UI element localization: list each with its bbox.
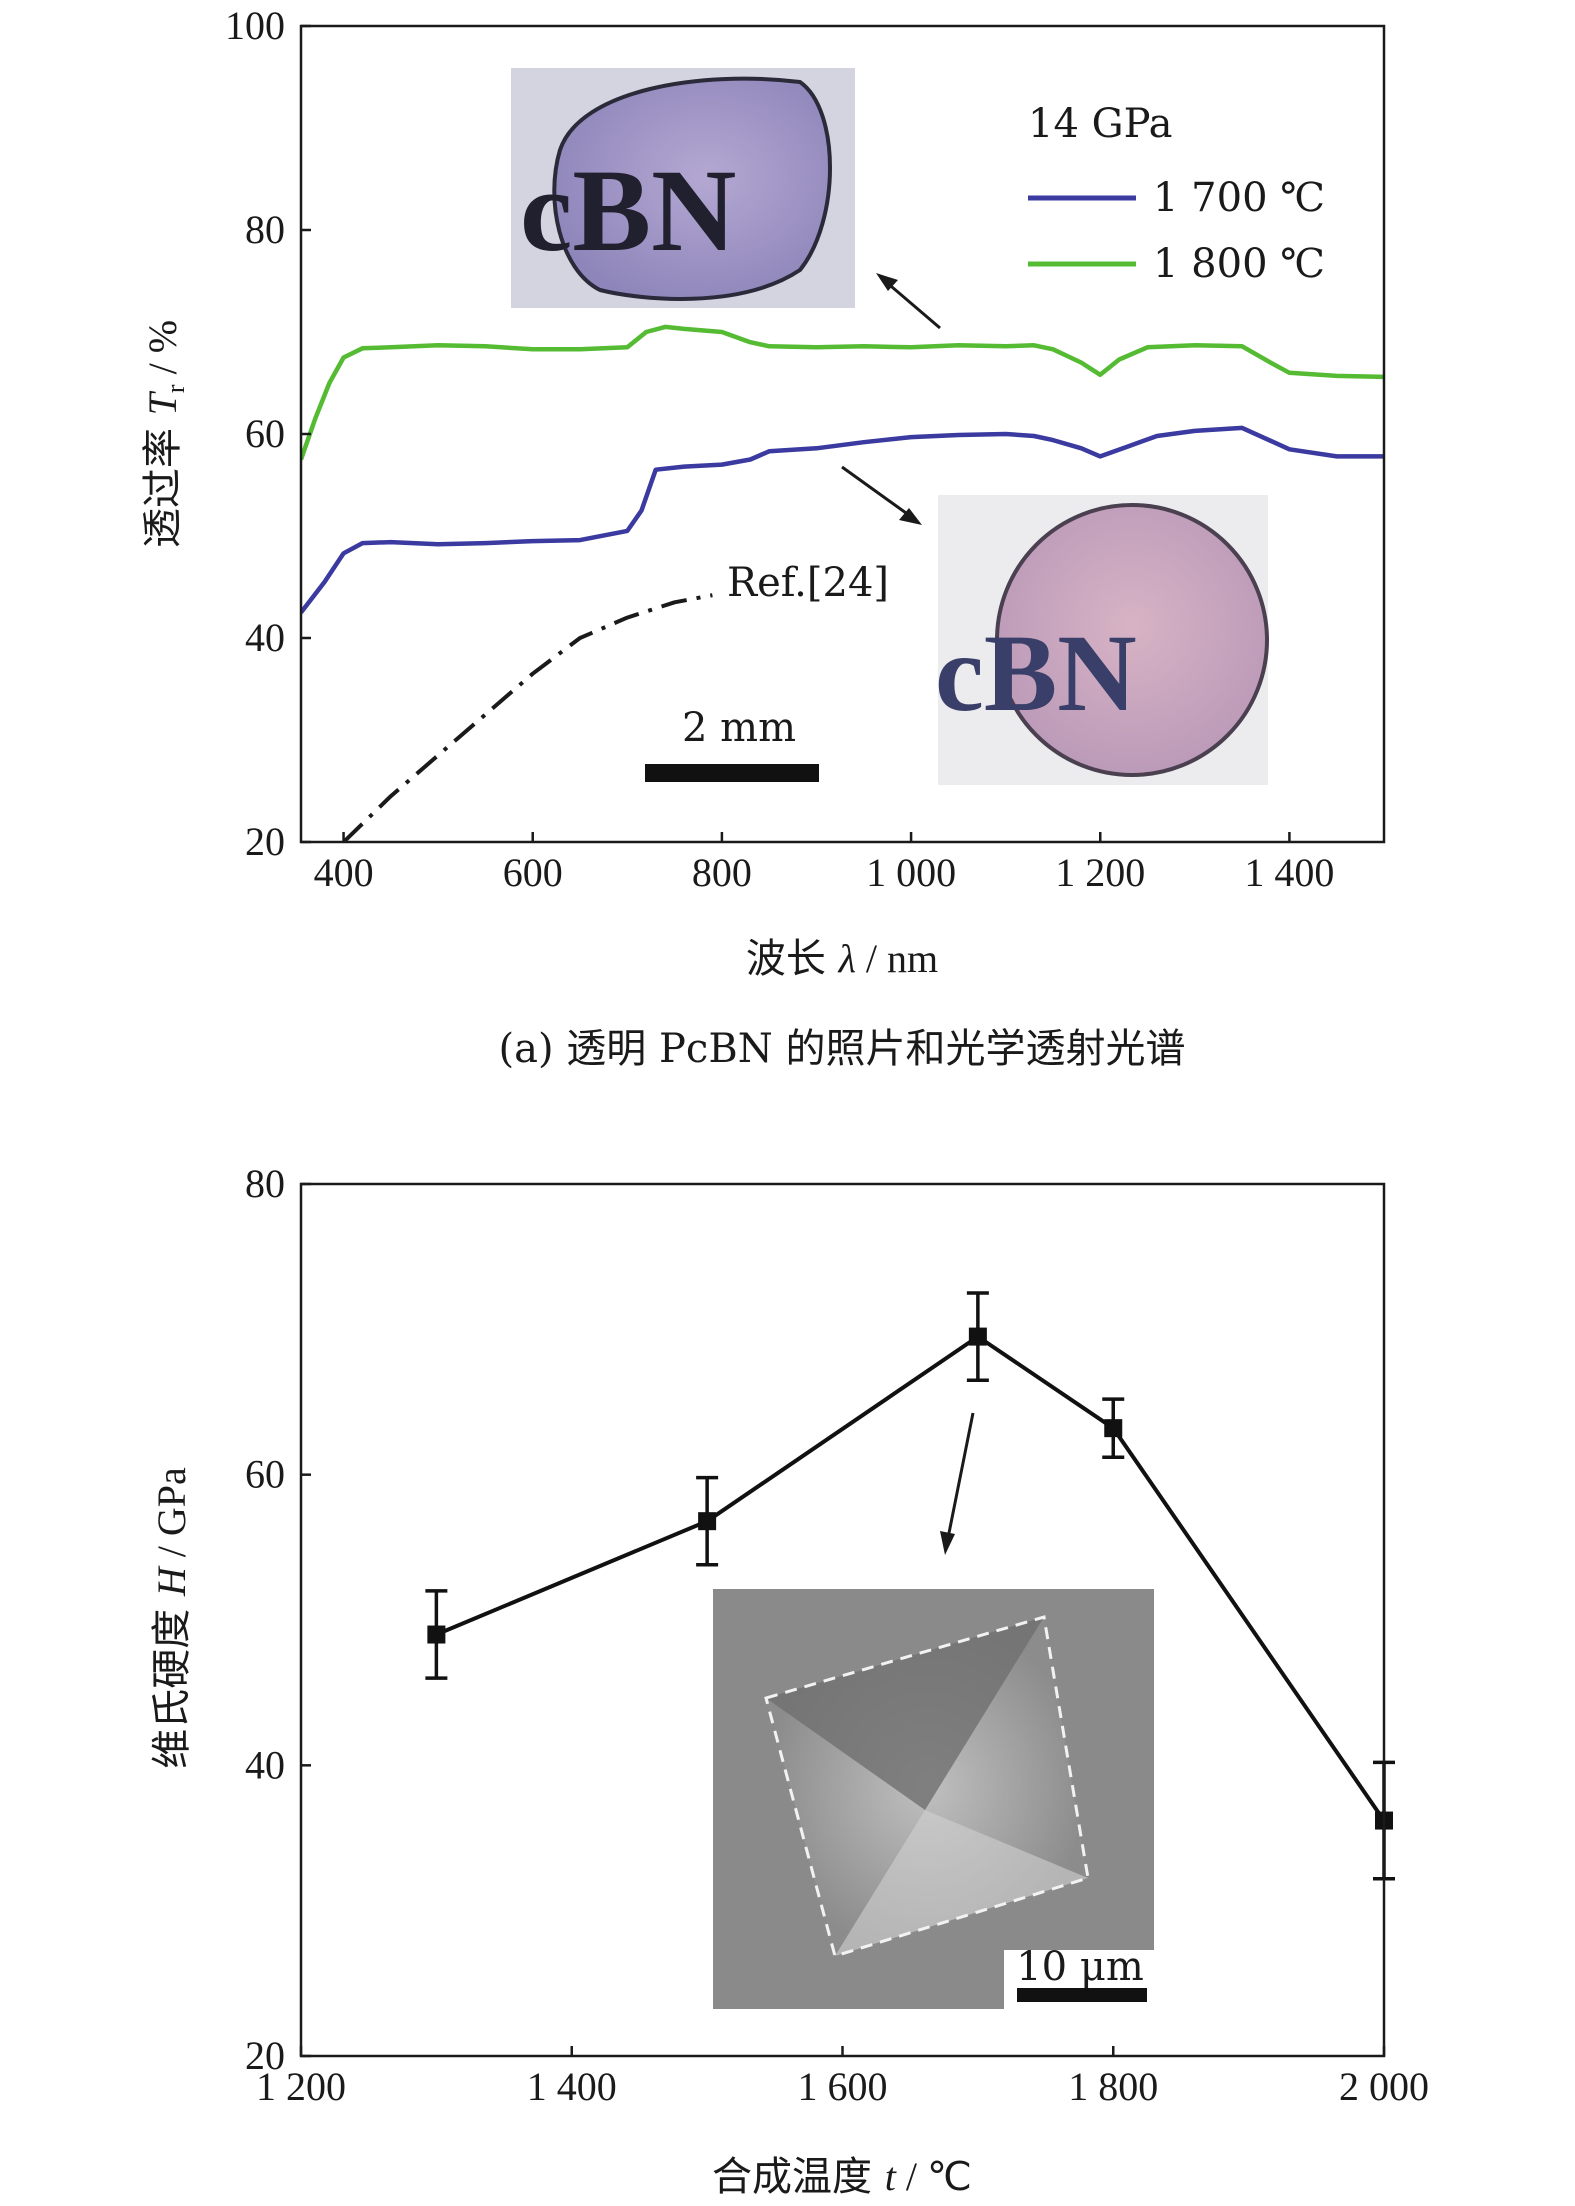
- b-xtick-label-2: 1 600: [798, 2064, 888, 2109]
- b-xtick-label-4: 2 000: [1339, 2064, 1429, 2109]
- plot-a-axes: 400 600 800 1 000 1 200 1 400 20 40 60 80 100: [225, 3, 1334, 895]
- plot-b-axes: 1 200 1 400 1 600 1 800 2 000 20 40 60 80: [245, 1161, 1429, 2109]
- xlabel-a: 波长 λ / nm: [746, 936, 938, 982]
- arrow-sem: [940, 1412, 975, 1555]
- arrow-top: [876, 273, 941, 330]
- b-xtick-label-0: 1 200: [256, 2064, 346, 2109]
- scale-bar-a-label: 2 mm: [682, 705, 796, 751]
- xlabel-b: 合成温度 t / ℃: [712, 2154, 972, 2200]
- a-xtick-label-0: 400: [314, 850, 374, 895]
- inset-photo-top: cBN: [511, 68, 855, 308]
- a-ytick-label-1: 40: [245, 615, 285, 660]
- a-ytick-label-4: 100: [225, 3, 285, 48]
- ylabel-a: 透过率 Tr / %: [140, 320, 190, 548]
- ylabel-b: 维氏硬度 H / GPa: [149, 1467, 195, 1769]
- b-ytick-label-0: 20: [245, 2033, 285, 2078]
- scale-bar-a-bar: [645, 764, 819, 782]
- legend-label-1700: 1 700 ℃: [1153, 175, 1325, 221]
- a-xtick-label-1: 600: [503, 850, 563, 895]
- hardness-point-3: [1104, 1419, 1123, 1438]
- panel-a: cBN cBN 400 600 800 1 000 1 200 1 400 20 40 60 80…: [140, 3, 1386, 1072]
- inset-photo-top-disc: [552, 76, 832, 301]
- a-xtick-label-3: 1 000: [866, 850, 956, 895]
- hardness-point-2: [968, 1327, 987, 1346]
- ref-24-line: [342, 593, 713, 842]
- inset-sem: 10 μm: [713, 1589, 1154, 2010]
- b-ytick-label-2: 60: [245, 1452, 285, 1497]
- inset-sem-facet-light: [835, 1810, 1088, 1956]
- b-ytick-label-1: 40: [245, 1742, 285, 1787]
- legend-label-1800: 1 800 ℃: [1153, 241, 1325, 287]
- scale-bar-b-label: 10 μm: [1016, 1944, 1144, 1990]
- inset-photo-bottom: cBN: [935, 495, 1269, 785]
- inset-photo-bottom-disc: [995, 503, 1269, 777]
- plot-a-data: [301, 324, 1384, 842]
- b-ytick-label-3: 80: [245, 1161, 285, 1206]
- b-xtick-label-1: 1 400: [527, 2064, 617, 2109]
- ref-label: Ref.[24]: [727, 560, 889, 606]
- legend-a: 14 GPa 1 700 ℃ 1 800 ℃: [1028, 101, 1325, 287]
- series-1800-line: [301, 324, 1384, 461]
- a-xtick-label-5: 1 400: [1244, 850, 1334, 895]
- legend-title: 14 GPa: [1028, 101, 1173, 147]
- inset-photo-top-text: cBN: [520, 145, 736, 276]
- b-xtick-label-3: 1 800: [1068, 2064, 1158, 2109]
- a-xtick-label-2: 800: [692, 850, 752, 895]
- hardness-point-1: [698, 1512, 717, 1531]
- series-1700-line: [301, 425, 1384, 614]
- a-ytick-label-0: 20: [245, 819, 285, 864]
- inset-sem-facet-dark: [766, 1617, 1044, 1810]
- inset-sem-outline: [764, 1615, 1090, 1958]
- scale-bar-b-bar: [1017, 1988, 1147, 2002]
- a-xtick-label-4: 1 200: [1055, 850, 1145, 895]
- hardness-point-0: [427, 1625, 446, 1644]
- scale-bar-a: 2 mm: [645, 705, 819, 782]
- inset-photo-bottom-text: cBN: [935, 612, 1137, 734]
- a-ytick-label-2: 60: [245, 411, 285, 456]
- caption-a: (a) 透明 PcBN 的照片和光学透射光谱: [499, 1026, 1186, 1072]
- arrow-bottom: [841, 465, 922, 525]
- a-ytick-label-3: 80: [245, 207, 285, 252]
- panel-b: 10 μm 1 200 1 400 1 600 1 800 2 00020406080 …: [149, 1161, 1429, 2200]
